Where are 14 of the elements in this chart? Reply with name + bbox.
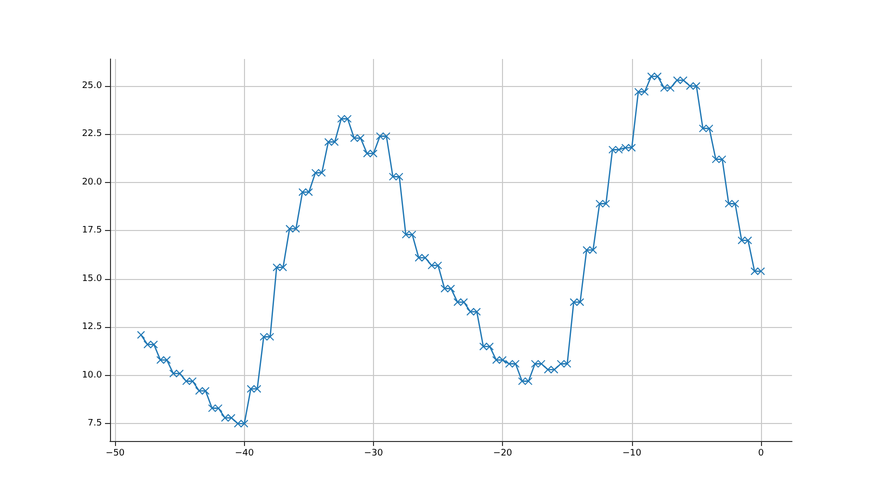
y-tick-label: 25.0 — [82, 81, 102, 92]
y-tick-label: 17.5 — [82, 226, 102, 236]
x-tick-label: −20 — [493, 448, 512, 458]
y-tick-label: 15.0 — [82, 274, 102, 284]
x-tick-label: −10 — [622, 448, 642, 458]
y-tick-label: 20.0 — [82, 177, 102, 188]
x-tick-label: −40 — [234, 448, 254, 458]
y-tick-label: 22.5 — [82, 129, 102, 140]
x-tick-label: −50 — [106, 448, 125, 458]
y-tick-label: 10.0 — [82, 370, 102, 380]
y-tick-label: 12.5 — [82, 322, 102, 332]
x-tick-label: 0 — [758, 448, 764, 458]
x-tick-label: −30 — [364, 448, 384, 458]
y-tick-label: 7.5 — [88, 418, 102, 429]
